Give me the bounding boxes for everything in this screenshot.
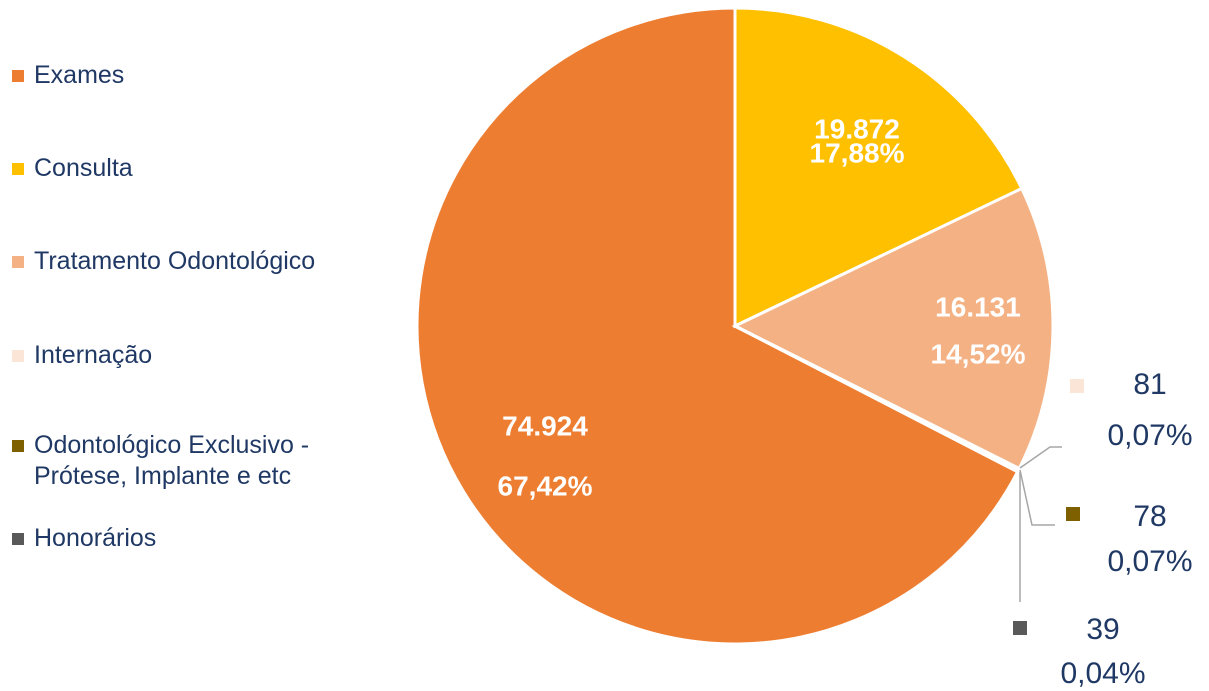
- legend-item: Honorários: [10, 523, 414, 554]
- value-label: 78: [1133, 500, 1166, 533]
- legend-swatch: [12, 533, 24, 545]
- leader-lines: [1019, 446, 1062, 602]
- percent-label: 14,52%: [931, 338, 1026, 369]
- legend-item: Tratamento Odontológico: [10, 246, 414, 277]
- percent-label: 0,04%: [1060, 657, 1145, 690]
- legend-item: Odontológico Exclusivo - Prótese, Implan…: [10, 430, 384, 492]
- legend-swatch: [12, 163, 24, 175]
- pie-slice: [415, 6, 1020, 646]
- legend-label: Honorários: [34, 524, 157, 552]
- label-key: [1013, 621, 1027, 635]
- legend-label: Exames: [34, 61, 125, 89]
- value-label: 19.872: [814, 113, 900, 144]
- percent-label: 17,88%: [810, 137, 905, 168]
- pie-slice: [731, 186, 1055, 471]
- pie-slice: [733, 6, 1024, 329]
- label-key: [1070, 379, 1084, 393]
- legend-swatch: [12, 256, 24, 268]
- percent-label: 0,07%: [1107, 419, 1192, 452]
- percent-label: 0,07%: [1107, 545, 1192, 578]
- legend-swatch: [12, 70, 24, 82]
- value-label: 39: [1086, 613, 1119, 646]
- legend-label: Consulta: [34, 154, 133, 182]
- value-label: 81: [1133, 368, 1166, 401]
- legend-label: Internação: [34, 341, 153, 369]
- legend-swatch: [12, 350, 24, 362]
- legend-label: Odontológico Exclusivo - Prótese, Implan…: [34, 431, 310, 490]
- legend-item: Exames: [10, 60, 414, 91]
- legend-item: Consulta: [10, 153, 414, 184]
- pie-slice: [734, 324, 1020, 474]
- percent-label: 67,42%: [498, 470, 593, 501]
- value-label: 16.131: [935, 291, 1021, 322]
- legend-item: Internação: [10, 340, 414, 371]
- value-label: 74.924: [502, 410, 588, 441]
- legend-label: Tratamento Odontológico: [34, 247, 316, 275]
- legend-swatch: [12, 440, 24, 452]
- label-key: [1066, 507, 1080, 521]
